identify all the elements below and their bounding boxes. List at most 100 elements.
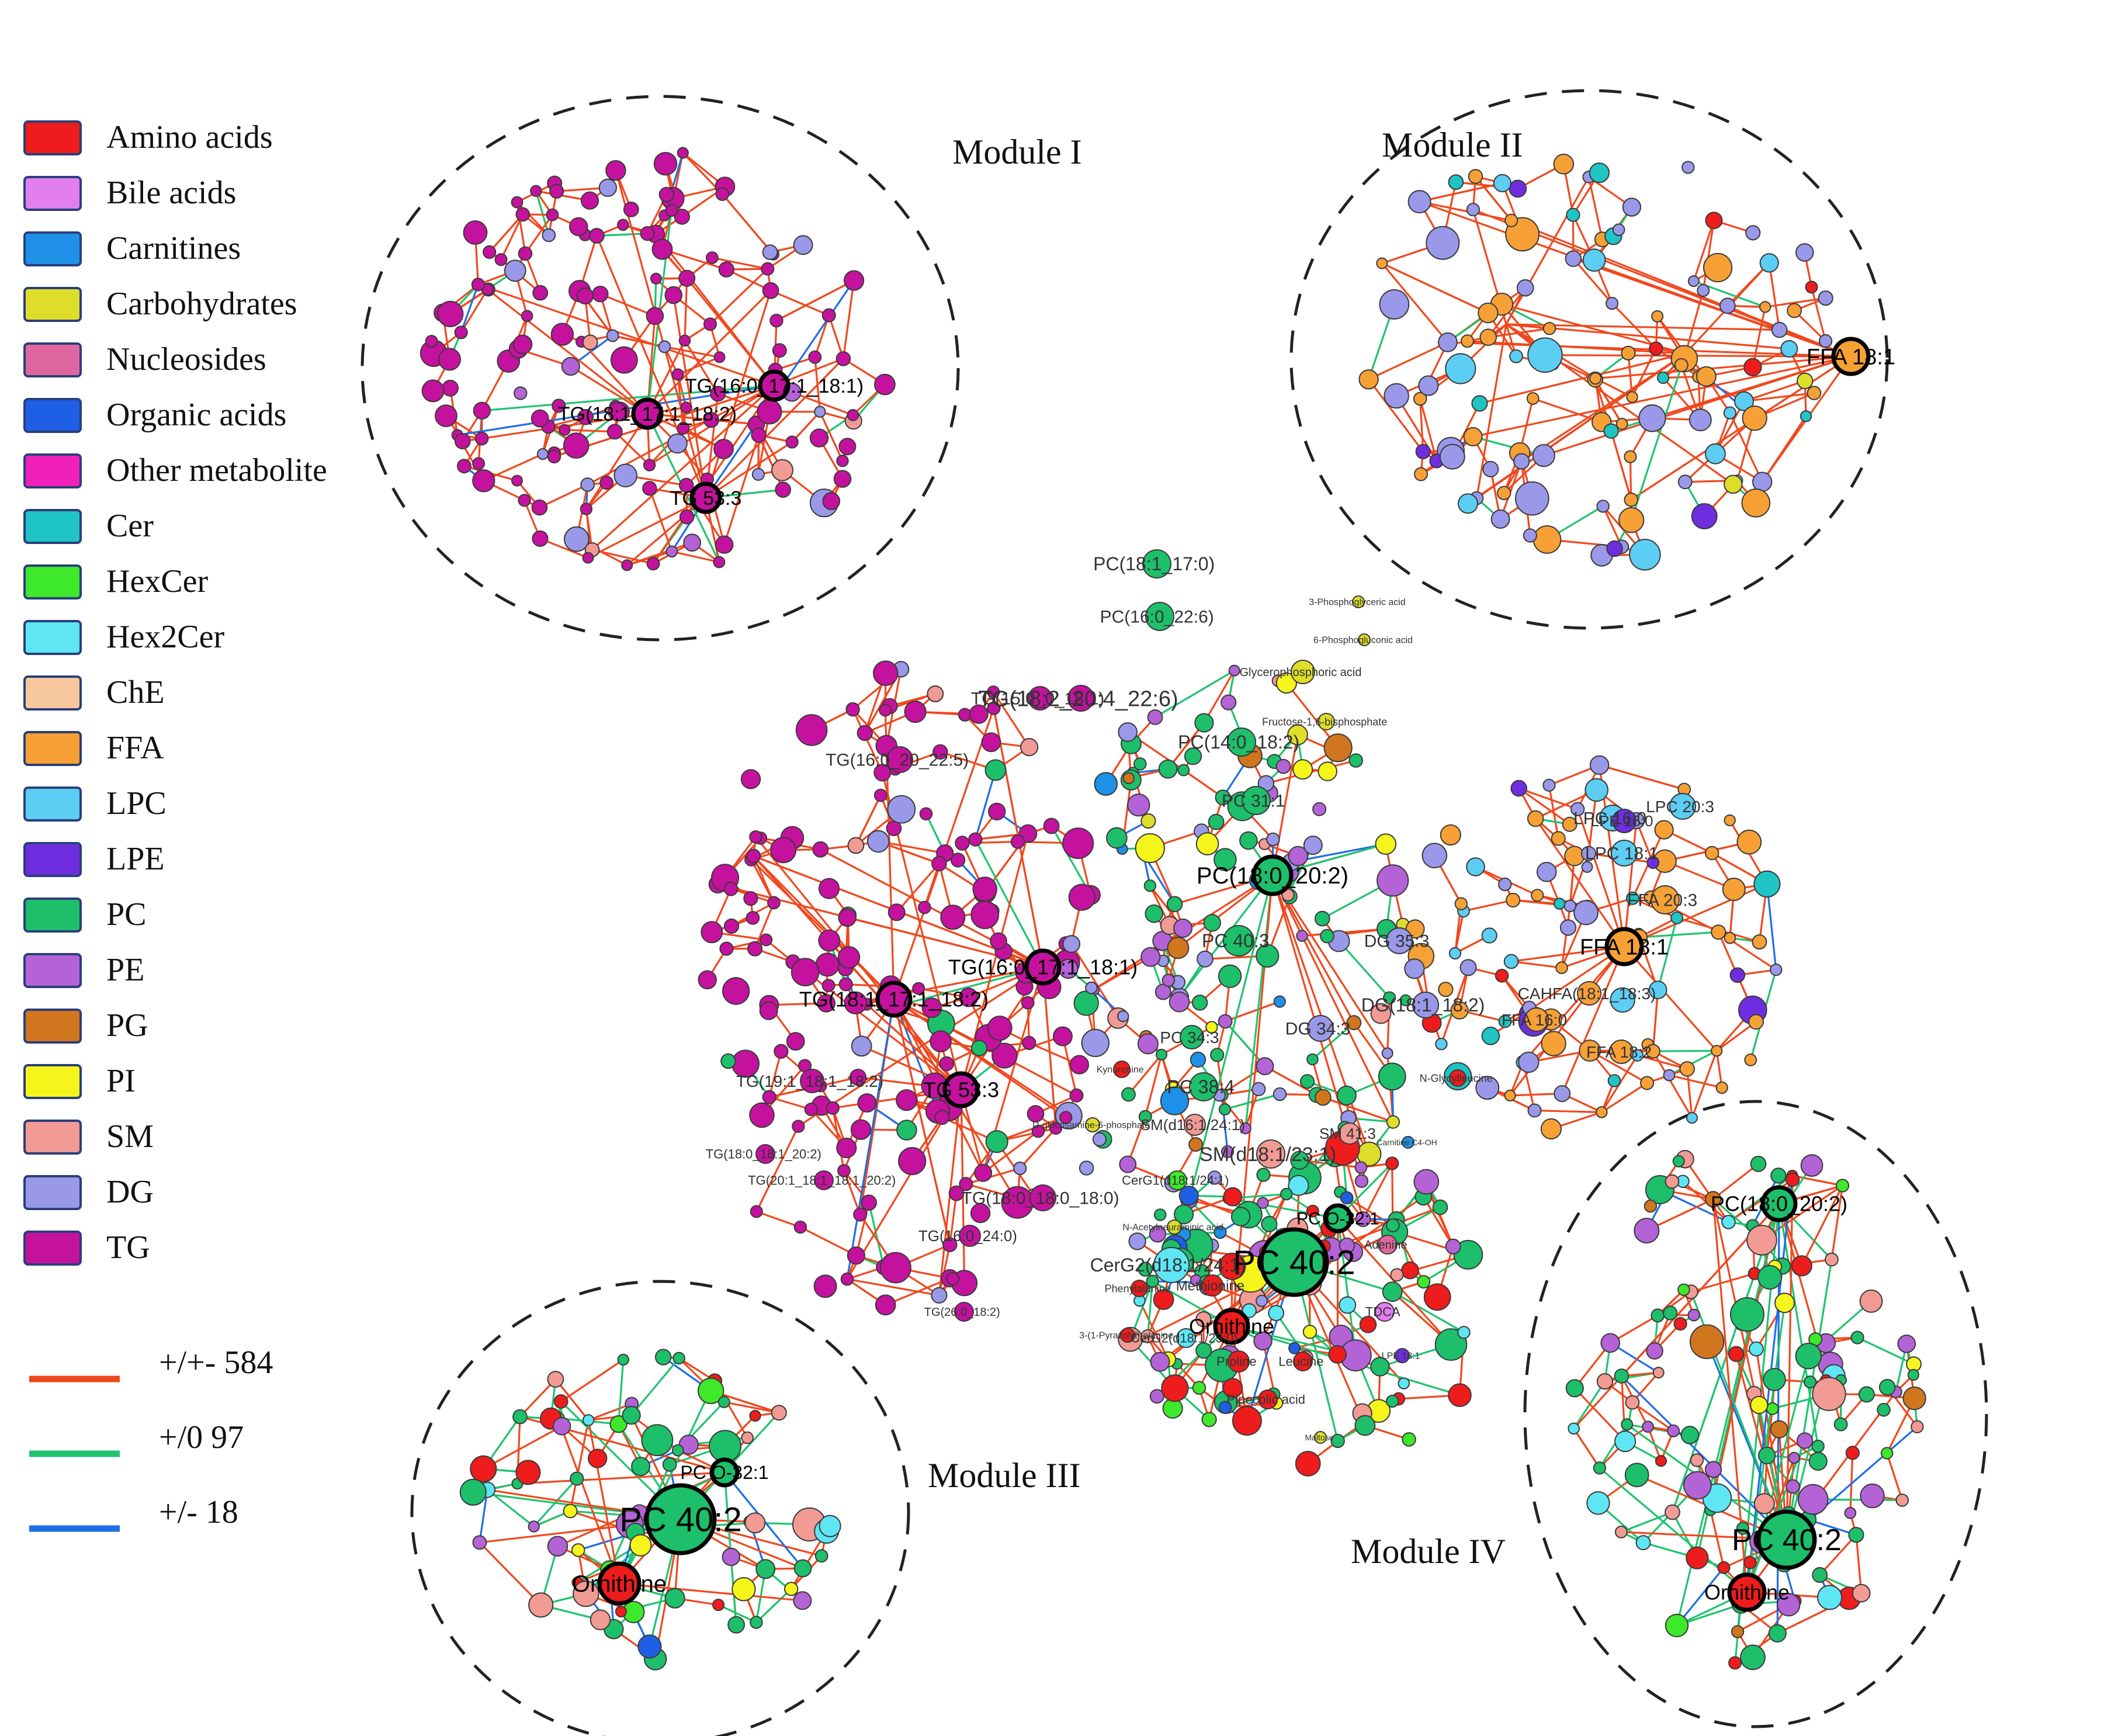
edge (842, 279, 855, 360)
node-amino (712, 1599, 725, 1612)
node-amino (470, 1455, 497, 1482)
node-pi (1375, 833, 1397, 855)
edge (797, 966, 1044, 1128)
node-tg (722, 977, 750, 1005)
node-hexcer (1665, 1613, 1689, 1638)
node-lpe (1606, 540, 1623, 557)
node-tg (531, 499, 548, 516)
node-sm (1596, 1373, 1613, 1390)
edge (486, 288, 649, 415)
edge (1518, 787, 1579, 810)
node-cer (1607, 1074, 1621, 1087)
main-named-label: FFA 20:3 (1627, 891, 1697, 910)
node-tg (818, 878, 840, 899)
node-amino (1705, 212, 1723, 230)
node-tg (718, 261, 735, 278)
edge (563, 429, 616, 433)
node-tg (812, 841, 829, 858)
node-sm (1859, 1289, 1883, 1313)
edge (1337, 1217, 1452, 1346)
node-carn (1190, 1051, 1206, 1068)
node-tg (559, 424, 571, 436)
node-ffa (1741, 488, 1771, 518)
node-pc (1300, 1074, 1315, 1089)
node-cer (1498, 1014, 1512, 1028)
node-pc (1174, 1204, 1194, 1225)
edge (1138, 1300, 1170, 1360)
node-lpc (1723, 406, 1736, 420)
edge (1620, 1375, 1627, 1443)
edge (1474, 175, 1513, 221)
edge (671, 550, 720, 563)
node-pe (1150, 1352, 1170, 1372)
node-pc (1879, 1378, 1896, 1396)
main-named-label: DG(18:1_18:2) (1361, 995, 1485, 1016)
edge (893, 998, 951, 1246)
main-named-node (1524, 1007, 1549, 1032)
node-tg (838, 438, 857, 456)
edge (965, 1167, 1021, 1185)
node-tg (472, 457, 486, 470)
edge (868, 1201, 885, 1269)
node-tg (919, 807, 933, 821)
node-tg (580, 191, 599, 210)
node-pc (1795, 1343, 1822, 1370)
node-pc (1158, 759, 1178, 779)
node-tg (552, 399, 566, 413)
node-lpc (1780, 340, 1798, 358)
edge (1668, 1049, 1718, 1076)
node-dg (1407, 190, 1431, 214)
legend-label-oth: Other metabolite (106, 452, 327, 488)
node-pg (1167, 937, 1190, 959)
node-sm (1614, 1526, 1628, 1539)
edge (705, 441, 793, 499)
node-tg (521, 310, 533, 323)
node-tg (576, 287, 594, 305)
node-amino (1306, 1204, 1319, 1218)
edge (705, 289, 772, 499)
node-lpc (1734, 391, 1754, 411)
node-pc (1280, 1187, 1293, 1201)
edge (1630, 355, 1852, 501)
node-amino (1495, 969, 1509, 983)
node-dg (1589, 755, 1610, 775)
edge (755, 1210, 802, 1228)
node-dg (598, 178, 618, 197)
main-named-label: Carnitine C4-OH (1377, 1138, 1437, 1147)
hub-label-m1_tg2: TG(18:1_17:1_18:2) (558, 403, 737, 425)
node-org (1218, 1401, 1232, 1414)
node-dg (851, 1035, 872, 1057)
main-named-label: PC(18:1_17:0) (1093, 553, 1215, 574)
hub-label-main_pc40: PC 40:2 (1233, 1243, 1355, 1281)
legend-item-carb: Carbohydrates (23, 286, 297, 322)
edge (560, 1359, 625, 1403)
node-dg (1581, 861, 1593, 873)
node-tg (617, 219, 629, 231)
node-pe (528, 1520, 540, 1533)
node-amino (588, 1449, 608, 1468)
node-dg (1515, 481, 1549, 516)
node-dg (1523, 528, 1537, 543)
node-pc (1195, 1342, 1212, 1359)
main-named-label: PC 40:3 (1202, 930, 1270, 951)
node-dg (1475, 1076, 1500, 1100)
node-dg (1490, 509, 1510, 529)
edge (1691, 1049, 1718, 1119)
node-ffa (1759, 301, 1771, 313)
edge (599, 293, 656, 317)
hub-label-main_pco: PC O-32:1 (1296, 1210, 1379, 1229)
node-dg (1554, 1085, 1571, 1103)
edge (1544, 354, 1852, 358)
node-amino (515, 1460, 541, 1485)
edge (1638, 931, 1719, 938)
node-pc (1907, 1368, 1919, 1381)
node-tg (642, 481, 657, 496)
legend-label-pc: PC (106, 896, 147, 933)
node-lpc (1493, 174, 1511, 193)
node-lpc (1585, 778, 1608, 802)
node-dg (1681, 161, 1695, 174)
node-tg (1059, 1111, 1073, 1124)
edge (1801, 1184, 1844, 1267)
legend-swatch-dg (23, 1175, 82, 1210)
main-named-node (1318, 713, 1335, 730)
